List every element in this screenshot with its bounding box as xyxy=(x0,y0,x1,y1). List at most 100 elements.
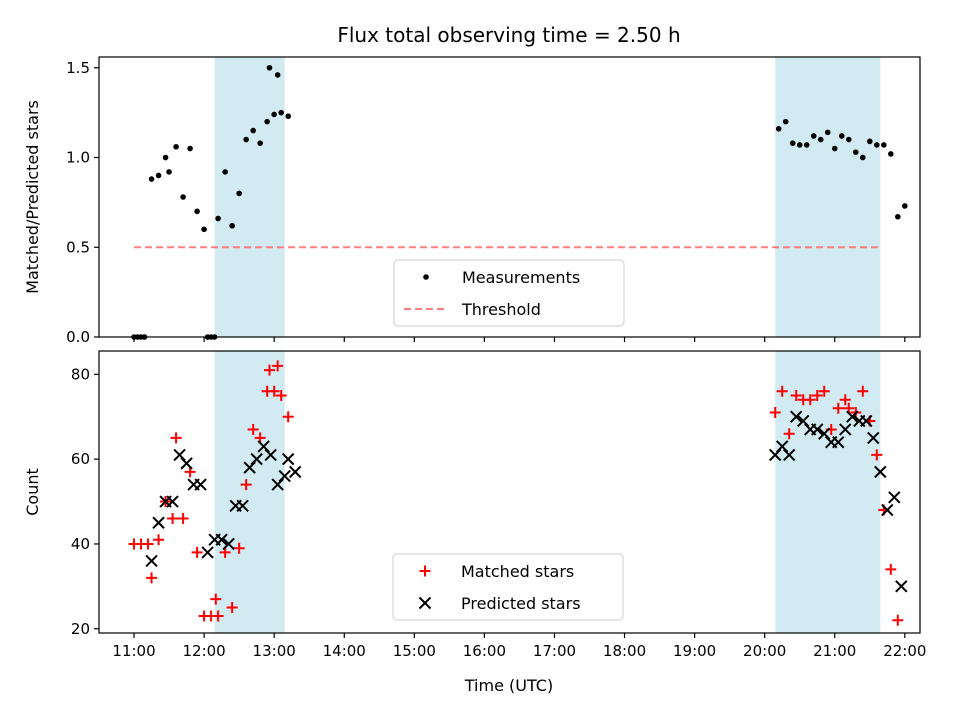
measurement-point xyxy=(264,118,270,125)
x-tick-label: 21:00 xyxy=(813,642,856,660)
predicted-point xyxy=(874,465,887,479)
y-tick-label: 20 xyxy=(71,620,90,638)
bottom-panel: 20 40 60 80 11:00 12:00 13:00 14:00 15:00 16:00 17… xyxy=(23,350,926,660)
measurement-point xyxy=(271,111,277,118)
legend: Matched stars Predicted stars xyxy=(392,553,624,621)
predicted-point xyxy=(888,491,901,504)
measurement-point xyxy=(266,64,273,71)
matched-point xyxy=(272,360,284,372)
matched-point xyxy=(892,614,904,626)
matched-point xyxy=(839,394,851,406)
measurement-point xyxy=(257,140,263,146)
y-tick-label: 1.0 xyxy=(66,149,90,167)
matched-point xyxy=(818,385,830,397)
legend-box xyxy=(393,259,625,327)
x-axis-label: Time (UTC) xyxy=(464,676,553,695)
measurement-point xyxy=(845,136,852,143)
x-tick-label: 14:00 xyxy=(323,642,366,660)
measurement-point xyxy=(222,169,228,175)
matched-point xyxy=(233,542,245,554)
measurement-point xyxy=(180,194,186,200)
x-tick-label: 15:00 xyxy=(393,642,436,660)
matched-point xyxy=(191,546,203,558)
predicted-point xyxy=(222,537,235,551)
top-panel: 0.0 0.5 1.0 1.5 Matched/Predicted stars Measu… xyxy=(23,56,921,346)
predicted-point xyxy=(236,499,249,512)
matched-point xyxy=(142,538,154,550)
predicted-point xyxy=(775,440,789,453)
measurement-point xyxy=(201,226,207,233)
measurement-point xyxy=(888,151,894,157)
predicted-point xyxy=(201,546,214,559)
matched-point xyxy=(811,390,823,402)
measurement-point xyxy=(775,125,782,132)
predicted-point xyxy=(180,457,193,470)
chart-title: Flux total observing time = 2.50 h xyxy=(337,23,680,47)
x-tick-label: 17:00 xyxy=(533,642,576,660)
measurement-point xyxy=(866,138,873,145)
x-tick-label: 20:00 xyxy=(743,642,786,660)
predicted-point xyxy=(818,427,831,440)
measurement-point xyxy=(824,129,831,136)
predicted-point xyxy=(860,414,873,428)
measurement-point xyxy=(838,133,845,139)
y-tick-label: 60 xyxy=(71,450,90,468)
matched-point xyxy=(247,423,259,435)
legend-box xyxy=(392,553,624,621)
measurement-point xyxy=(243,136,249,143)
x-tick-label: 16:00 xyxy=(463,642,506,660)
matched-point xyxy=(167,513,179,525)
legend-label: Predicted stars xyxy=(461,594,581,613)
predicted-point xyxy=(173,448,186,462)
y-tick-label: 1.5 xyxy=(66,59,90,77)
x-tick-label: 11:00 xyxy=(112,642,155,660)
predicted-point xyxy=(288,465,302,479)
measurement-point xyxy=(859,154,866,161)
series-matched-stars xyxy=(128,360,904,626)
x-tick-label: 13:00 xyxy=(253,642,296,660)
legend-label: Measurements xyxy=(462,268,580,287)
matched-point xyxy=(282,411,294,423)
measurement-point xyxy=(155,172,162,179)
measurement-point xyxy=(285,113,291,120)
matched-point xyxy=(153,534,165,546)
shaded-interval-2-2 xyxy=(775,351,881,633)
y-axis-label: Matched/Predicted stars xyxy=(23,100,42,294)
matched-point xyxy=(832,402,844,414)
matched-point xyxy=(783,428,795,440)
measurement-point xyxy=(803,142,810,148)
measurement-point xyxy=(789,140,796,146)
matched-point xyxy=(871,449,883,461)
matched-point xyxy=(177,513,189,525)
predicted-point xyxy=(782,448,796,462)
axes-frame xyxy=(98,56,921,338)
matched-point xyxy=(240,479,252,491)
matched-point xyxy=(769,406,781,418)
measurement-point xyxy=(250,127,256,134)
measurement-point xyxy=(166,169,172,175)
y-axis-label: Count xyxy=(23,468,42,516)
matched-point xyxy=(776,385,788,397)
shaded-interval-1-1 xyxy=(214,57,285,337)
y-tick-label: 80 xyxy=(71,365,90,383)
matched-point xyxy=(212,610,224,622)
predicted-point xyxy=(839,423,852,436)
measurement-point xyxy=(187,145,193,152)
predicted-point xyxy=(881,503,894,517)
predicted-point xyxy=(166,495,179,508)
predicted-point xyxy=(797,414,810,428)
measurement-point xyxy=(236,190,242,197)
predicted-point xyxy=(194,478,207,491)
predicted-point xyxy=(811,423,824,436)
predicted-point xyxy=(257,440,270,453)
matched-point xyxy=(275,390,287,402)
series-predicted-stars xyxy=(145,410,908,593)
shaded-interval-2-1 xyxy=(214,351,285,633)
measurement-point xyxy=(880,142,887,148)
measurement-point xyxy=(895,213,901,220)
predicted-point xyxy=(790,410,803,423)
measurement-point xyxy=(831,145,838,152)
predicted-point xyxy=(895,580,908,593)
axes-frame xyxy=(98,350,921,634)
